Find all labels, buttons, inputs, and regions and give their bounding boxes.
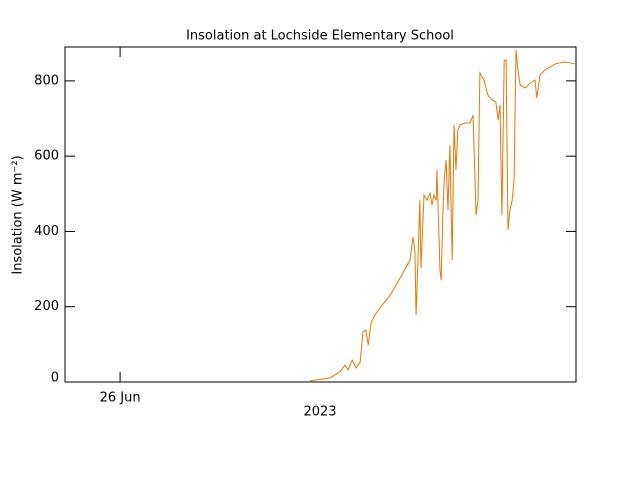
x-axis-label: 2023 [303, 405, 336, 420]
plot-frame [64, 46, 577, 383]
x-tick-label: 26 Jun [100, 391, 141, 406]
y-tick-label: 200 [34, 299, 59, 314]
y-tick-label: 600 [34, 149, 59, 164]
y-axis-label: Insolation (W m⁻²) [11, 155, 26, 274]
y-tick-label: 0 [51, 371, 59, 386]
data-line [309, 49, 575, 382]
chart-title: Insolation at Lochside Elementary School [186, 29, 454, 44]
y-tick-label: 400 [34, 224, 59, 239]
y-tick-label: 800 [34, 73, 59, 88]
